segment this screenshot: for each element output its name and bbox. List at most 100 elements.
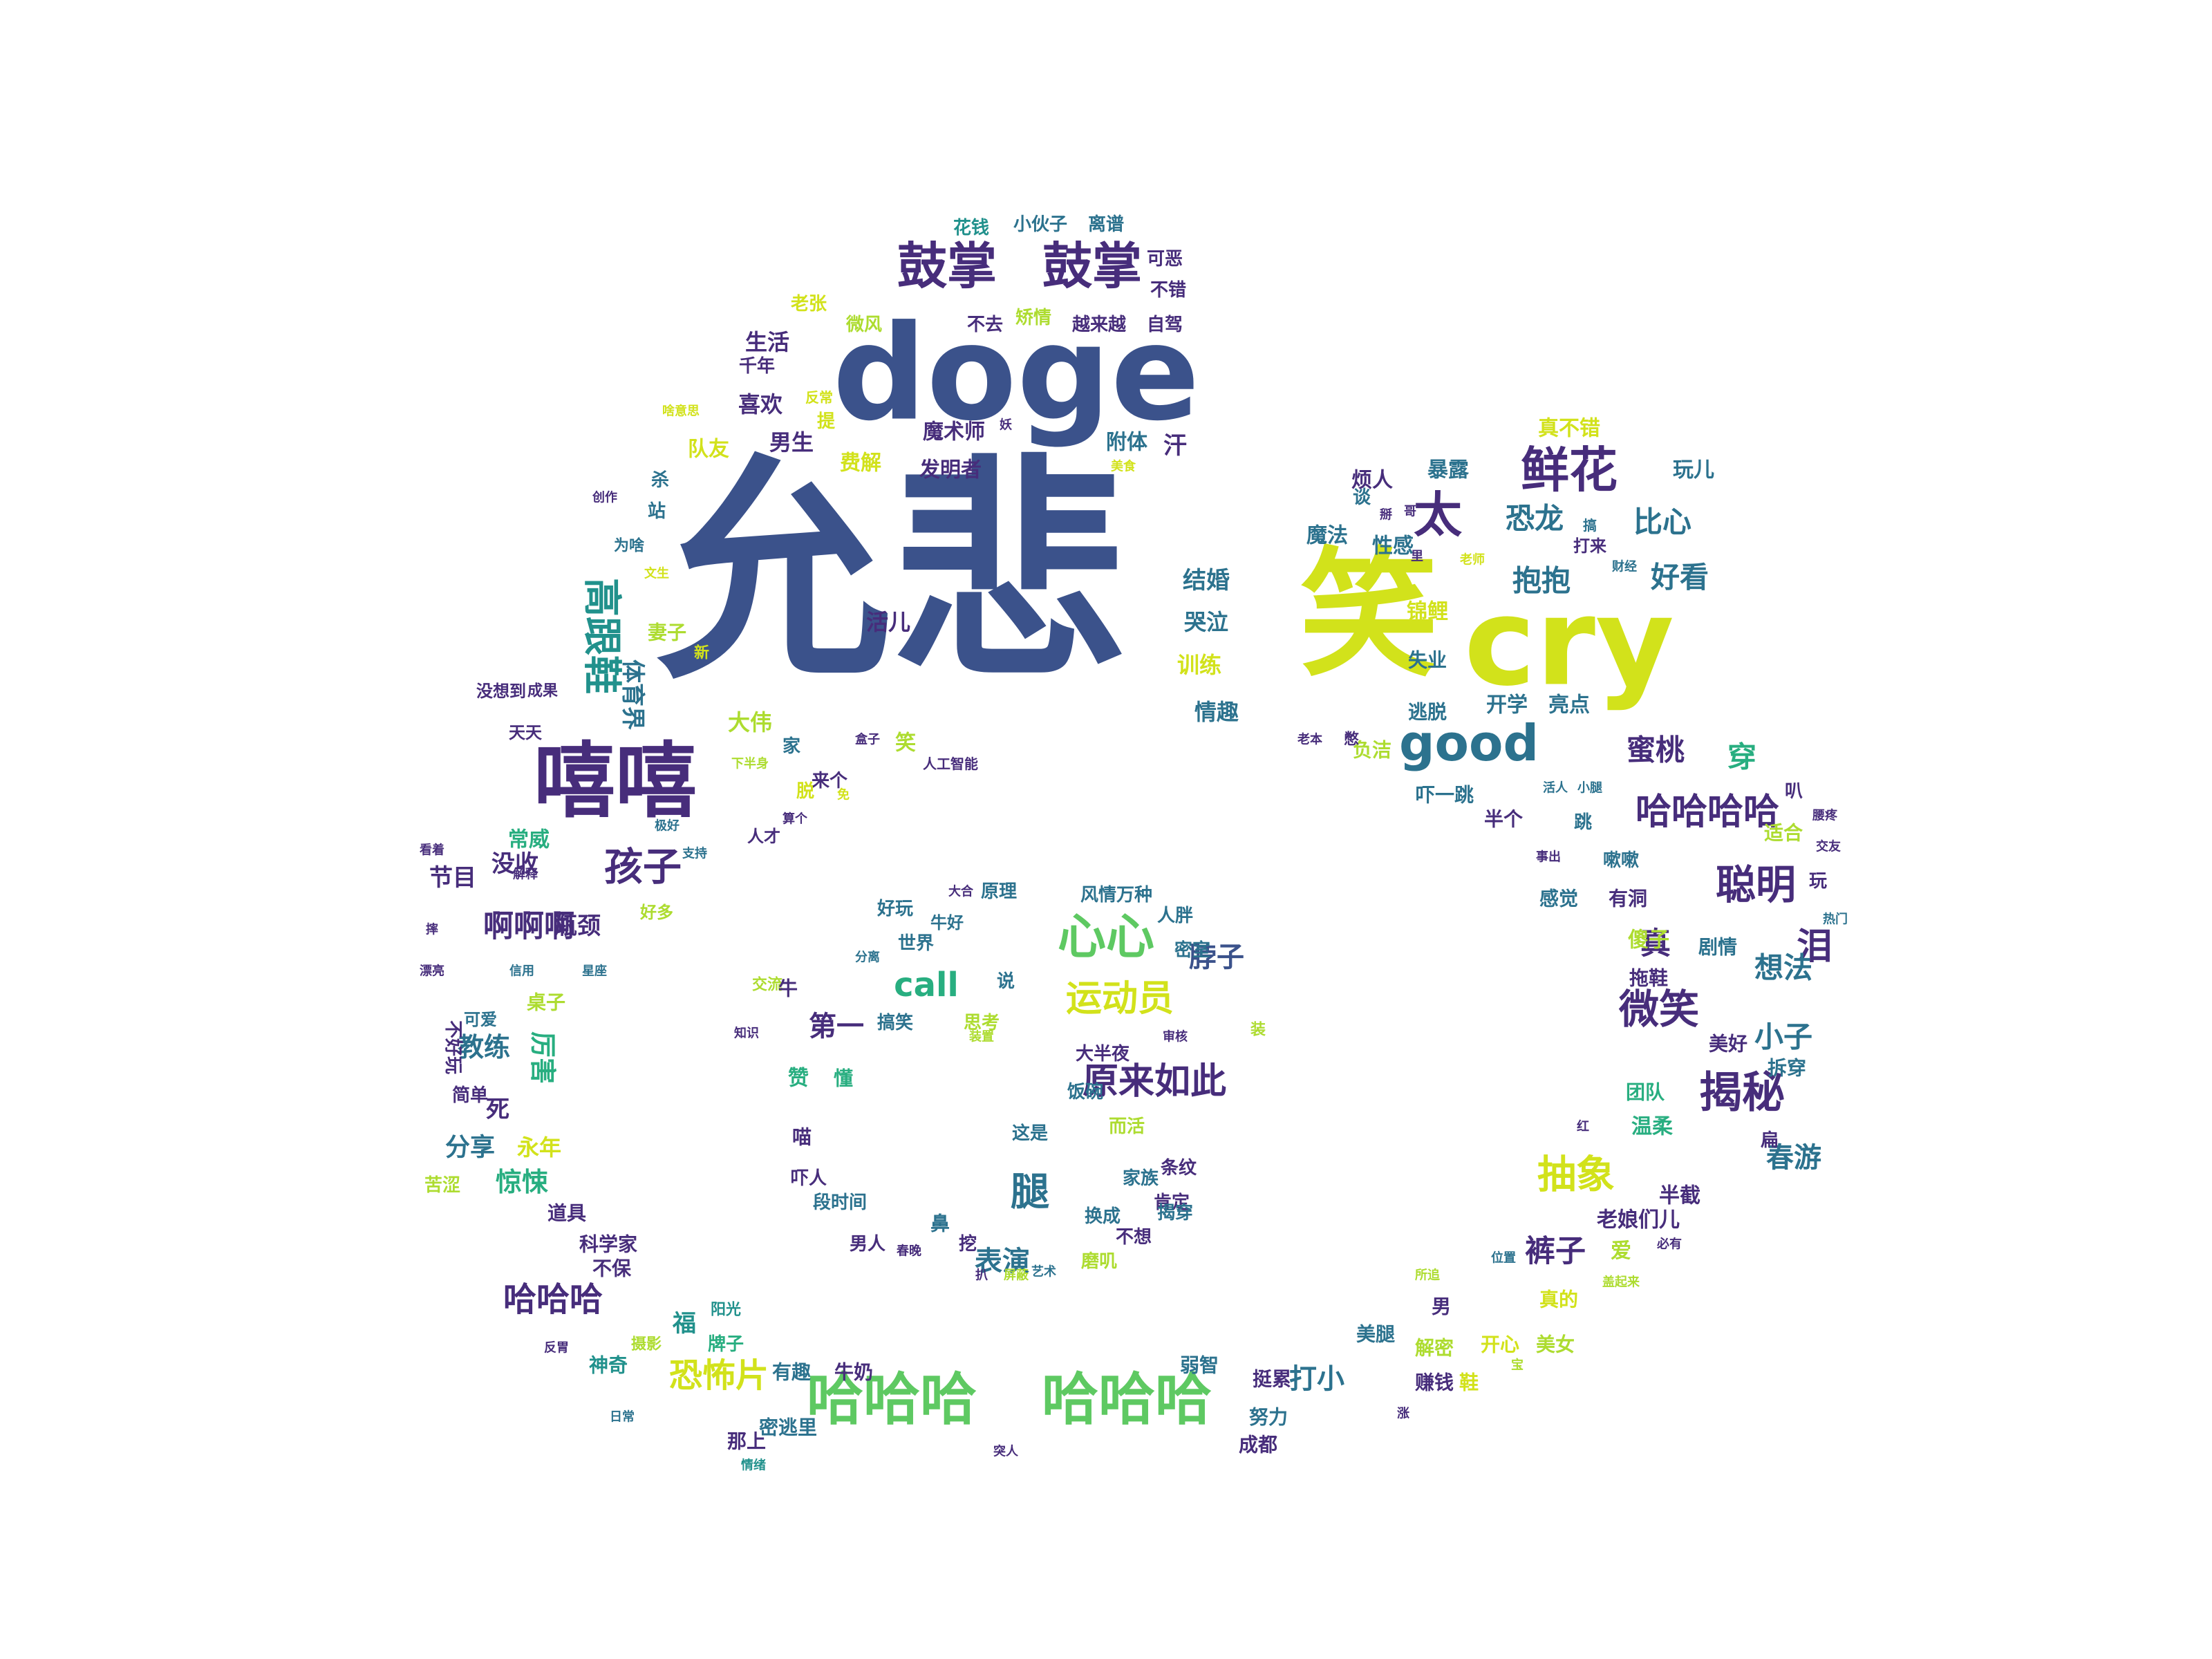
cloud-word: 位置: [1491, 1250, 1516, 1266]
cloud-word: 男生: [769, 429, 814, 456]
cloud-word: 脖子: [1189, 941, 1244, 973]
cloud-word: 有趣: [772, 1361, 811, 1384]
cloud-word: cry: [1464, 573, 1674, 713]
cloud-word: 揭穿: [1157, 1202, 1193, 1224]
cloud-word: 哈哈哈: [1042, 1367, 1212, 1433]
cloud-word: 牛好: [930, 913, 964, 932]
cloud-word: 必有: [1656, 1237, 1682, 1252]
cloud-word: 蜜桃: [1627, 733, 1685, 767]
cloud-word: 美女: [1536, 1333, 1575, 1356]
cloud-word: 牛: [778, 977, 798, 1000]
cloud-word: 艺术: [1031, 1264, 1056, 1280]
cloud-word: 审核: [1163, 1029, 1188, 1044]
cloud-word: 装: [1250, 1022, 1266, 1039]
cloud-word: 牌子: [708, 1333, 744, 1355]
cloud-word: 美食: [1111, 459, 1136, 474]
cloud-word: 磨叽: [1081, 1251, 1117, 1272]
cloud-word: 魔法: [1306, 524, 1348, 548]
cloud-word: 跳: [1574, 812, 1592, 833]
cloud-word: 事出: [1536, 850, 1561, 865]
cloud-word: 穿: [1727, 740, 1756, 774]
cloud-word: 揭秘: [1699, 1067, 1785, 1118]
cloud-word: 感觉: [1539, 888, 1578, 910]
cloud-word: 哈哈哈: [807, 1367, 977, 1433]
cloud-word: 支持: [682, 846, 707, 861]
cloud-word: 苦涩: [424, 1175, 460, 1196]
cloud-word: 逃脱: [1408, 701, 1447, 724]
cloud-word: 不想: [1116, 1227, 1152, 1248]
cloud-word: 饭碗: [1067, 1081, 1103, 1103]
cloud-word: 知识: [734, 1026, 759, 1041]
cloud-word: 弱智: [1180, 1354, 1219, 1377]
cloud-word: 极好: [655, 818, 679, 834]
cloud-word: 厉害: [527, 1031, 558, 1084]
cloud-word: 天天: [509, 723, 542, 742]
cloud-word: 嘻嘻: [534, 733, 697, 829]
cloud-word: 越来越: [1072, 315, 1127, 335]
cloud-word: 而活: [1109, 1116, 1145, 1137]
cloud-word: 盖起来: [1602, 1275, 1640, 1290]
cloud-word: 不错: [1150, 280, 1186, 301]
cloud-word: 不保: [592, 1257, 632, 1280]
cloud-word: 教练: [458, 1032, 510, 1062]
cloud-word: 鼻: [930, 1212, 950, 1235]
cloud-word: 谈: [1353, 487, 1371, 508]
cloud-word: 反胃: [544, 1341, 569, 1356]
cloud-word: 人胖: [1157, 906, 1193, 926]
cloud-word: 活儿: [866, 609, 910, 635]
cloud-word: 爱: [1611, 1239, 1631, 1264]
cloud-word: 惊悚: [496, 1167, 548, 1197]
cloud-word: 盒子: [855, 732, 880, 747]
cloud-word: 第一: [809, 1011, 864, 1042]
cloud-word: 小子: [1754, 1020, 1812, 1054]
cloud-word: 负洁: [1353, 739, 1391, 762]
cloud-word: 原来如此: [1082, 1061, 1226, 1103]
cloud-word: 涨: [1397, 1407, 1409, 1421]
cloud-word: 半截: [1659, 1184, 1700, 1208]
cloud-word: 开心: [1481, 1333, 1519, 1356]
cloud-word: 玩: [1809, 871, 1827, 892]
cloud-word: 世界: [898, 933, 934, 954]
cloud-word: 解释: [513, 867, 538, 882]
cloud-word: 吓人: [791, 1168, 827, 1189]
cloud-word: 赚钱: [1415, 1371, 1454, 1394]
cloud-word: 提: [817, 411, 836, 432]
cloud-word: 屏蔽: [1004, 1268, 1029, 1283]
cloud-word: 离谱: [1088, 214, 1124, 235]
cloud-word: 傻子: [1628, 928, 1669, 953]
cloud-word: 鼓掌: [897, 237, 997, 295]
cloud-word: 啊啊啊: [483, 909, 574, 944]
cloud-word: 永年: [517, 1134, 561, 1161]
cloud-word: 大合: [948, 884, 974, 899]
cloud-word: 不去: [967, 315, 1003, 335]
cloud-word: 来个: [812, 771, 848, 791]
cloud-word: 哭泣: [1184, 609, 1228, 635]
cloud-word: 福: [672, 1310, 696, 1338]
cloud-word: 好多: [639, 903, 673, 922]
cloud-word: 星座: [582, 964, 607, 979]
cloud-word: 反常: [805, 389, 833, 406]
cloud-word: 家族: [1123, 1168, 1159, 1189]
cloud-word: 突人: [993, 1444, 1019, 1459]
cloud-word: 肯定: [1154, 1192, 1190, 1213]
cloud-word: 情绪: [741, 1458, 766, 1473]
cloud-word: 真的: [1539, 1288, 1578, 1311]
cloud-word: 男: [1432, 1295, 1451, 1318]
cloud-word: 可爱: [464, 1010, 497, 1029]
cloud-word: 聪明: [1716, 861, 1796, 908]
cloud-word: 财经: [1612, 559, 1637, 574]
cloud-word: 装置: [969, 1029, 994, 1044]
cloud-word: 汗: [1163, 432, 1187, 460]
cloud-word: 看着: [419, 843, 444, 858]
cloud-word: 没收: [491, 850, 538, 878]
cloud-word: 鞋: [1459, 1371, 1479, 1394]
cloud-word: 科学家: [579, 1233, 637, 1256]
cloud-word: 憋: [1344, 731, 1359, 749]
cloud-word: 队友: [688, 438, 729, 462]
cloud-word: 简单: [452, 1085, 488, 1106]
cloud-word: 那上: [727, 1430, 766, 1453]
cloud-word: 暴露: [1427, 458, 1470, 482]
cloud-word: 常威: [508, 828, 550, 852]
cloud-word: 所追: [1415, 1268, 1440, 1283]
